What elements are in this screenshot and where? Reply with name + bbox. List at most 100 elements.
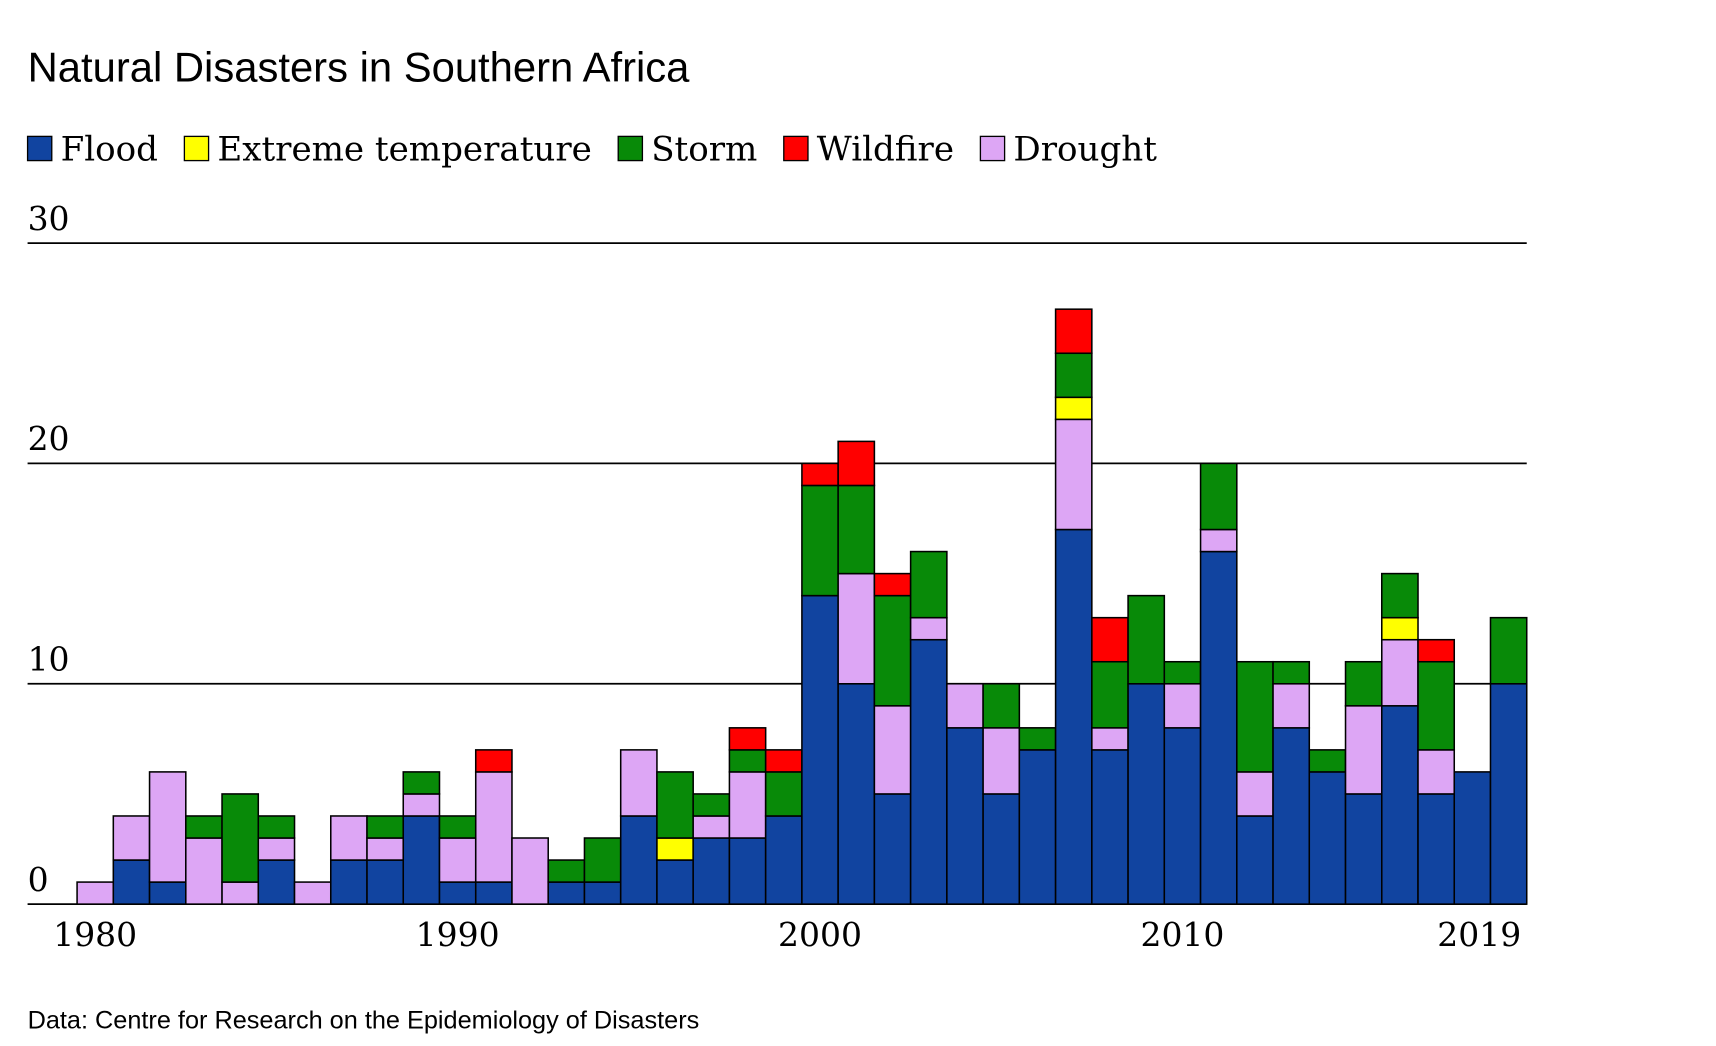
source-note: Data: Centre for Research on the Epidemi… — [28, 1006, 700, 1034]
bar-segment — [1163, 682, 1202, 729]
bar-segment — [474, 749, 513, 773]
bar-segment — [1018, 727, 1057, 751]
bar-segment — [511, 837, 549, 905]
bar-segment — [185, 815, 223, 839]
bar-segment — [221, 793, 260, 883]
bar-segment — [438, 881, 477, 905]
bar-segment — [474, 881, 513, 905]
bar-segment — [1272, 727, 1311, 905]
bar-segment — [801, 594, 839, 905]
bar-segment — [873, 793, 912, 905]
chart-title: Natural Disasters in Southern Africa — [28, 43, 691, 90]
bar-segment — [366, 859, 405, 905]
y-tick-label: 20 — [28, 419, 70, 458]
bar-segment — [873, 705, 912, 795]
bar-segment — [1380, 638, 1419, 707]
bar-segment — [438, 815, 477, 839]
bar-segment — [148, 771, 187, 883]
bar-segment — [402, 793, 441, 817]
bar-segment — [583, 881, 622, 905]
bar-segment — [692, 815, 731, 839]
bar-segment — [909, 638, 948, 905]
bar-segment — [438, 837, 477, 883]
bar-segment — [1272, 660, 1311, 685]
bar-segment — [1380, 572, 1419, 619]
bar-segment — [1344, 660, 1383, 707]
bar-segment — [1453, 771, 1492, 905]
legend-label: Storm — [651, 130, 757, 170]
bar-segment — [946, 727, 984, 905]
bar-segment — [982, 682, 1021, 729]
bar-segment — [837, 440, 876, 487]
bar-segment — [257, 859, 296, 905]
bar-segment — [1199, 462, 1238, 531]
bar-segment — [1489, 682, 1528, 905]
bar-segment — [873, 572, 912, 597]
bar-segment — [728, 771, 767, 839]
y-tick-label: 30 — [28, 199, 70, 238]
bar-segment — [329, 859, 368, 905]
bar-segment — [366, 815, 405, 839]
bar-segment — [1344, 705, 1383, 795]
y-tick-label: 0 — [28, 860, 49, 899]
bar-segment — [1091, 749, 1129, 905]
legend-swatch — [979, 135, 1006, 162]
bar-segment — [837, 484, 876, 575]
bar-segment — [692, 837, 731, 905]
x-tick-label: 2010 — [1140, 915, 1224, 954]
bar-segment — [1091, 660, 1129, 729]
bar-segment — [982, 793, 1021, 905]
bar-segment — [1417, 660, 1456, 751]
bar-segment — [1272, 682, 1311, 729]
y-tick-label: 10 — [28, 640, 70, 679]
bar-segment — [909, 616, 948, 641]
bar-segment — [1018, 749, 1057, 905]
bar-segment — [1127, 594, 1166, 685]
legend-label: Drought — [1013, 130, 1157, 170]
bar-segment — [909, 550, 948, 619]
bar-segment — [837, 572, 876, 685]
bar-segment — [329, 815, 368, 861]
bar-segment — [221, 881, 260, 905]
bar-segment — [1380, 616, 1419, 641]
bar-segment — [728, 837, 767, 905]
legend-swatch — [26, 135, 53, 162]
bar-segment — [293, 881, 332, 905]
legend-swatch — [183, 135, 210, 162]
bar-segment — [982, 727, 1021, 795]
bar-segment — [1417, 749, 1456, 795]
bar-segment — [1199, 528, 1238, 553]
bar-segment — [656, 771, 694, 839]
bar-segment — [1091, 727, 1129, 751]
bar-segment — [1163, 660, 1202, 685]
bar-segment — [1199, 550, 1238, 905]
bar-segment — [1417, 638, 1456, 663]
bar-segment — [873, 594, 912, 707]
x-tick-label: 1990 — [416, 915, 500, 954]
bar-segment — [1054, 396, 1093, 421]
bar-segment — [1091, 616, 1129, 663]
bar-segment — [366, 837, 405, 861]
bar-segment — [728, 749, 767, 773]
bar-segment — [474, 771, 513, 883]
legend-swatch — [783, 135, 809, 162]
bar-segment — [583, 837, 622, 883]
bar-segment — [257, 815, 296, 839]
bar-segment — [257, 837, 296, 861]
bar-segment — [1236, 815, 1274, 905]
bar-segment — [764, 771, 803, 817]
bar-segment — [1236, 660, 1274, 773]
bar-segment — [619, 749, 658, 817]
bar-segment — [1054, 418, 1093, 531]
bar-segment — [656, 837, 694, 861]
bar-segment — [76, 881, 115, 905]
bar-segment — [764, 815, 803, 905]
bar-segment — [112, 859, 151, 905]
bar-segment — [1344, 793, 1383, 905]
bar-segment — [1236, 771, 1274, 817]
bar-segment — [1127, 682, 1166, 905]
bar-segment — [656, 859, 694, 905]
bar-segment — [1054, 308, 1093, 355]
bar-segment — [402, 771, 441, 795]
